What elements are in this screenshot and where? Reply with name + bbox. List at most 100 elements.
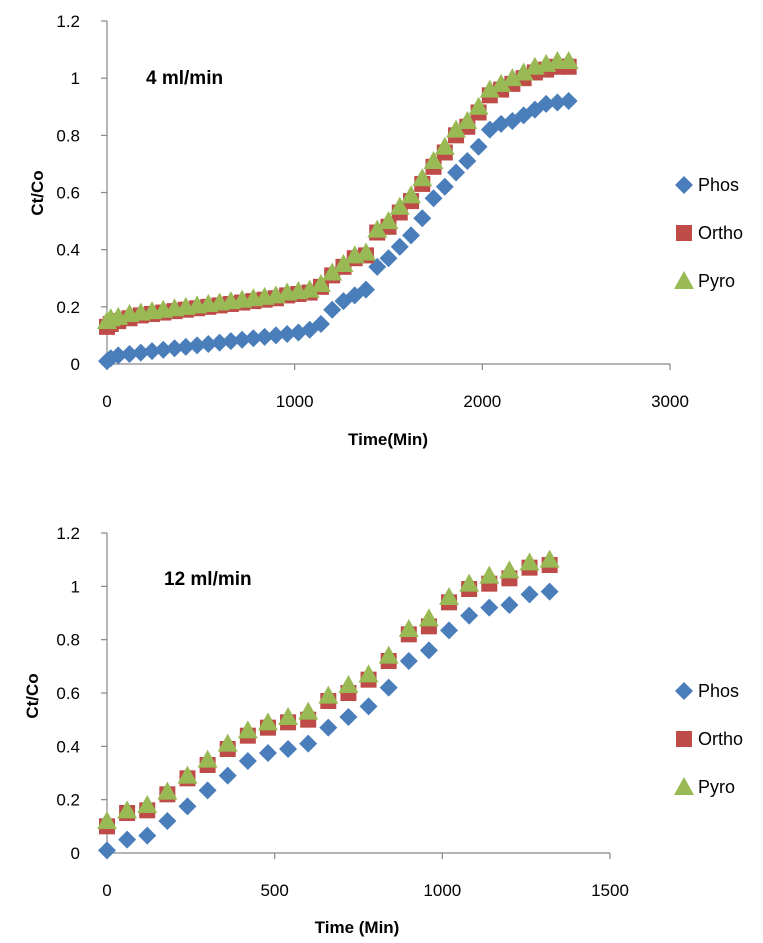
data-point-phos — [188, 336, 207, 355]
y-tick-label: 0.4 — [56, 737, 80, 756]
legend-label: Pyro — [698, 777, 735, 797]
data-point-phos — [198, 781, 217, 800]
chart-annotation: 4 ml/min — [146, 68, 223, 89]
data-point-phos — [244, 329, 263, 348]
data-point-phos — [98, 841, 116, 860]
data-point-phos — [359, 697, 378, 716]
data-point-phos — [379, 678, 398, 697]
data-point-pyro — [157, 781, 178, 800]
data-point-phos — [419, 641, 438, 660]
x-tick-label: 500 — [260, 881, 288, 900]
data-point-pyro — [558, 51, 579, 70]
legend-label: Ortho — [698, 729, 743, 749]
data-point-phos — [399, 652, 418, 670]
data-point-phos — [435, 177, 454, 196]
data-point-phos — [548, 93, 567, 112]
data-point-pyro — [423, 151, 444, 170]
data-point-phos — [199, 334, 218, 353]
y-tick-label: 0.2 — [56, 791, 80, 810]
chart-12-ml-min: 12 ml/min Time (Min) Ct/Co 0 0.2 0.4 0.6 0.8… — [23, 524, 743, 937]
data-point-phos — [480, 598, 499, 617]
data-point-pyro — [217, 733, 238, 752]
data-point-phos — [379, 249, 398, 268]
data-point-phos — [131, 343, 150, 362]
data-point-pyro — [367, 219, 388, 238]
legend-item-phos: Phos — [675, 175, 739, 195]
x-tick-label: 3000 — [651, 392, 689, 411]
y-tick-label: 1 — [71, 577, 80, 596]
data-point-pyro — [499, 560, 520, 579]
x-tick-label: 1500 — [591, 881, 629, 900]
data-point-pyro — [398, 619, 419, 637]
data-point-pyro — [333, 253, 354, 272]
data-point-pyro — [237, 720, 258, 739]
data-point-phos — [460, 606, 479, 625]
x-tick-label: 0 — [102, 881, 111, 900]
data-point-phos — [319, 718, 338, 737]
data-point-phos — [143, 342, 162, 361]
data-point-pyro — [318, 685, 339, 704]
data-point-phos — [221, 332, 240, 351]
data-point-pyro — [97, 811, 117, 829]
y-tick-label: 0.8 — [56, 126, 80, 145]
data-point-phos — [447, 163, 466, 182]
data-point-pyro — [457, 111, 478, 130]
data-point-pyro — [338, 675, 359, 693]
data-point-phos — [339, 708, 358, 726]
data-point-phos — [413, 209, 432, 228]
x-tick-label: 0 — [102, 392, 111, 411]
data-point-phos — [138, 826, 157, 845]
legend-marker-phos — [675, 682, 693, 700]
y-tick-label: 0.8 — [56, 631, 80, 650]
series-ortho — [99, 58, 577, 335]
data-point-pyro — [137, 795, 158, 813]
legend-label: Pyro — [698, 271, 735, 291]
x-tick-label: 2000 — [463, 392, 501, 411]
plot-area: 0 0.2 0.4 0.6 0.8 1 1.2 0 1000 2000 3000 — [56, 12, 689, 411]
y-axis-title: Ct/Co — [23, 673, 42, 718]
data-point-pyro — [299, 279, 320, 298]
data-point-pyro — [513, 62, 534, 81]
data-point-pyro — [378, 211, 399, 230]
data-point-pyro — [401, 185, 422, 204]
series-pyro — [97, 51, 579, 330]
data-point-pyro — [539, 549, 560, 568]
data-point-phos — [158, 812, 177, 830]
legend-item-ortho: Ortho — [676, 729, 743, 749]
data-point-phos — [176, 337, 195, 356]
data-point-pyro — [310, 273, 331, 292]
legend: Phos Ortho Pyro — [674, 681, 743, 797]
data-point-phos — [440, 621, 459, 640]
y-tick-label: 0 — [71, 355, 80, 374]
data-point-phos — [402, 226, 421, 245]
data-point-pyro — [434, 136, 455, 155]
y-tick-label: 0.2 — [56, 298, 80, 317]
data-point-phos — [109, 346, 128, 365]
data-point-pyro — [177, 765, 198, 784]
y-tick-label: 1.2 — [56, 12, 80, 31]
data-point-phos — [278, 324, 297, 343]
data-point-pyro — [117, 800, 138, 819]
data-point-phos — [323, 300, 342, 319]
data-point-phos — [218, 766, 237, 785]
legend-item-pyro: Pyro — [674, 271, 735, 291]
series-phos — [98, 582, 559, 860]
y-tick-label: 1.2 — [56, 524, 80, 543]
data-point-phos — [540, 582, 559, 601]
data-point-phos — [233, 330, 252, 349]
data-point-pyro — [446, 119, 467, 138]
legend-marker-ortho — [676, 731, 692, 747]
data-point-phos — [537, 94, 556, 113]
data-point-phos — [210, 333, 229, 352]
legend-label: Phos — [698, 175, 739, 195]
legend-marker-pyro — [674, 777, 694, 795]
y-tick-label: 0.6 — [56, 684, 80, 703]
legend-item-phos: Phos — [675, 681, 739, 701]
data-point-pyro — [418, 608, 439, 627]
data-point-phos — [255, 327, 274, 346]
chart-4-ml-min: 4 ml/min Time(Min) Ct/Co 0 0.2 0.4 0.6 0.8 1 1… — [28, 12, 743, 449]
data-point-pyro — [479, 565, 500, 584]
data-point-phos — [500, 596, 519, 614]
chart-annotation: 12 ml/min — [164, 569, 252, 590]
data-point-phos — [120, 344, 139, 363]
